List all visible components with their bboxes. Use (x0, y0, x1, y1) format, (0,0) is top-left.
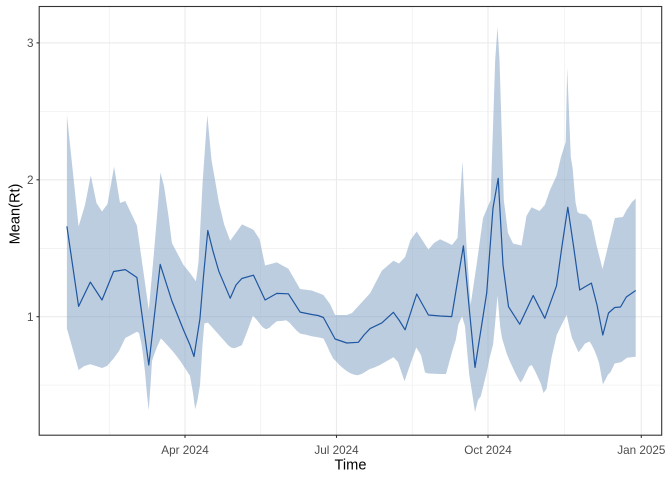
svg-text:Mean(Rt): Mean(Rt) (8, 184, 24, 245)
svg-text:3: 3 (27, 37, 34, 50)
svg-text:Oct 2024: Oct 2024 (464, 444, 512, 457)
svg-text:Apr 2024: Apr 2024 (161, 444, 209, 457)
svg-text:Time: Time (335, 458, 367, 474)
svg-text:Jul 2024: Jul 2024 (314, 444, 359, 457)
svg-text:Jan 2025: Jan 2025 (617, 444, 666, 457)
svg-text:2: 2 (27, 174, 34, 187)
svg-text:1: 1 (27, 311, 34, 324)
